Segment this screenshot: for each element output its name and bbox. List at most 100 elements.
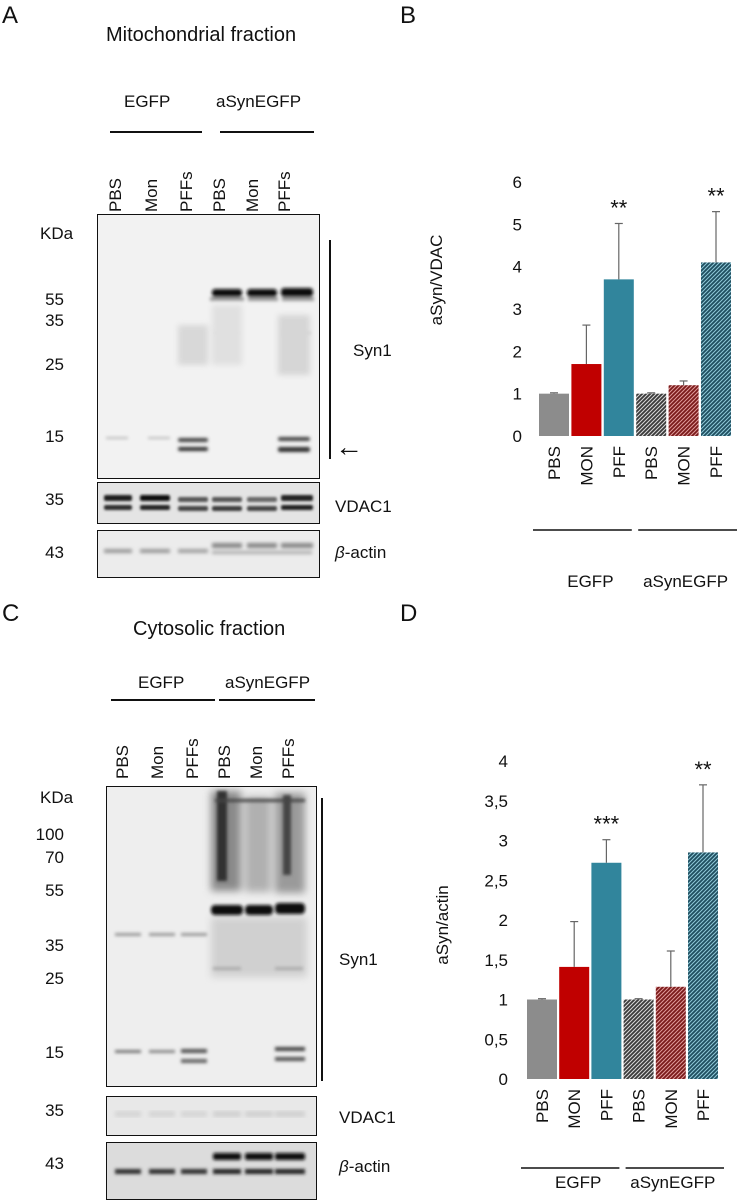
chart-d-ylabel: aSyn/actin	[433, 885, 452, 964]
panel-a-syn1-bracket	[329, 240, 331, 459]
panel-letter-a: A	[2, 2, 19, 29]
group-label: aSynEGFP	[630, 1173, 715, 1192]
panel-c-group-egfp-line	[111, 699, 215, 701]
beta-symbol: β	[339, 1157, 349, 1176]
panel-a-lane-3: PFFs	[177, 171, 196, 212]
category-label: PFF	[694, 1089, 713, 1121]
panel-c-actin-bands	[115, 1153, 305, 1174]
chart-b-significance: ** **	[610, 184, 725, 221]
panel-c-syn1-bands	[115, 791, 307, 1063]
category-label: PBS	[545, 446, 564, 480]
panel-a-group-asynegfp-line	[220, 131, 314, 133]
category-label: PFF	[707, 446, 726, 478]
panel-a-group-egfp: EGFP	[124, 92, 171, 111]
panel-c-group-asynegfp-line	[219, 699, 315, 701]
panel-c-lane-6: PFFs	[279, 738, 298, 779]
bar-pff-egfp	[591, 862, 622, 1079]
category-label: MON	[675, 446, 694, 486]
bar-pbs-asynegfp	[623, 999, 654, 1079]
chart-b-error-bars	[550, 211, 720, 394]
panel-c-actin-label: β-actin	[339, 1157, 391, 1176]
panel-a-vdac-bands	[104, 495, 313, 511]
chart-b-categories: PBS MON PFF PBS MON PFF	[545, 446, 726, 486]
y-tick-label: 3	[499, 832, 508, 851]
panel-c-mw-55: 55	[45, 881, 64, 900]
category-label: MON	[565, 1089, 584, 1129]
panel-c-mw-15: 15	[45, 1043, 64, 1062]
bar-mon-asynegfp	[655, 986, 686, 1079]
y-tick-label: 1,5	[484, 951, 508, 970]
panel-a-mw-35: 35	[45, 311, 64, 330]
chart-d-y-axis: 0 0,5 1 1,5 2 2,5 3 3,5 4	[484, 752, 508, 1089]
panel-c-group-asynegfp: aSynEGFP	[225, 673, 311, 692]
category-label: MON	[662, 1089, 681, 1129]
y-tick-label: 3	[513, 300, 522, 319]
panel-a-title: Mitochondrial fraction	[106, 24, 297, 46]
panel-letter-c: C	[2, 600, 20, 627]
panel-a-mw-15: 15	[45, 427, 64, 446]
panel-a-lane-4: PBS	[210, 177, 229, 212]
category-label: PBS	[630, 1089, 649, 1123]
y-tick-label: 0,5	[484, 1030, 508, 1049]
y-tick-label: 2,5	[484, 871, 508, 890]
panel-c-mw-100: 100	[35, 825, 64, 844]
panel-a-actin-label: β-actin	[335, 543, 387, 562]
panel-a-mw-25: 25	[45, 355, 64, 374]
category-label: MON	[577, 446, 596, 486]
y-tick-label: 2	[513, 342, 522, 361]
panel-c-mw-70: 70	[45, 848, 64, 867]
group-label: EGFP	[567, 572, 613, 591]
panel-a-syn1-label: Syn1	[353, 341, 392, 360]
panel-c-mw-35: 35	[45, 936, 64, 955]
panel-a-vdac-blot	[97, 482, 320, 524]
chart-b: 0 1 2 3 4 5 6 ** ** PBS MON PFF PBS MON PFF EGFP aSyn…	[427, 173, 737, 591]
category-label: PFF	[597, 1089, 616, 1121]
significance-marker: ***	[594, 812, 620, 837]
panel-a-actin-blot	[97, 530, 320, 578]
bar-mon-egfp	[559, 966, 590, 1079]
category-label: PFF	[610, 446, 629, 478]
arrow-icon: ←	[335, 431, 363, 462]
panel-a-syn1-bands	[106, 288, 314, 452]
chart-b-ylabel: aSyn/VDAC	[427, 235, 446, 326]
chart-d: 00,511,522,533,54 ***** PBS MON PFF PBS MON P…	[433, 752, 724, 1192]
y-tick-label: 0	[499, 1070, 508, 1089]
panel-c-syn1-bracket	[321, 798, 323, 1081]
chart-b-y-axis: 0 1 2 3 4 5 6	[513, 173, 522, 446]
panel-c-title: Cytosolic fraction	[133, 618, 286, 640]
group-label: aSynEGFP	[643, 572, 728, 591]
panel-c-kda-label: KDa	[40, 788, 74, 807]
chart-d-categories: PBS MON PFF PBS MON PFF	[533, 1089, 713, 1129]
panel-c-actin-blot	[106, 1142, 317, 1200]
bar-mon-egfp	[571, 364, 602, 436]
panel-c-mw-25: 25	[45, 969, 64, 988]
y-tick-label: 4	[499, 752, 508, 771]
bar-pbs-egfp	[539, 393, 569, 436]
bar-pbs-egfp	[527, 999, 557, 1079]
panel-c-syn1-blot	[106, 786, 317, 1087]
bar-pff-asynegfp	[688, 852, 718, 1079]
panel-c-vdac-label: VDAC1	[339, 1108, 396, 1127]
chart-d-significance: *****	[594, 757, 712, 837]
beta-symbol: β	[335, 543, 345, 562]
bar-mon-asynegfp	[668, 385, 699, 436]
y-tick-label: 3,5	[484, 792, 508, 811]
significance-marker: **	[707, 184, 725, 209]
category-label: PBS	[533, 1089, 552, 1123]
significance-marker: **	[610, 195, 628, 220]
panel-a-lane-6: PFFs	[275, 171, 294, 212]
panel-letter-d: D	[400, 600, 418, 627]
bar-pff-asynegfp	[701, 262, 731, 436]
panel-a-lane-2: Mon	[142, 178, 161, 212]
panel-c-lane-1: PBS	[113, 744, 132, 779]
panel-c-lane-4: PBS	[215, 744, 234, 779]
chart-b-bars	[539, 262, 731, 436]
group-label: EGFP	[555, 1173, 601, 1192]
panel-a-actin-bands	[104, 543, 313, 554]
panel-c-group-egfp: EGFP	[138, 673, 185, 692]
y-tick-label: 1	[499, 991, 508, 1010]
panel-c-vdac-mw: 35	[45, 1101, 64, 1120]
panel-a-mw-55: 55	[45, 290, 64, 309]
panel-a-group-asynegfp: aSynEGFP	[216, 92, 302, 111]
category-label: PBS	[642, 446, 661, 480]
